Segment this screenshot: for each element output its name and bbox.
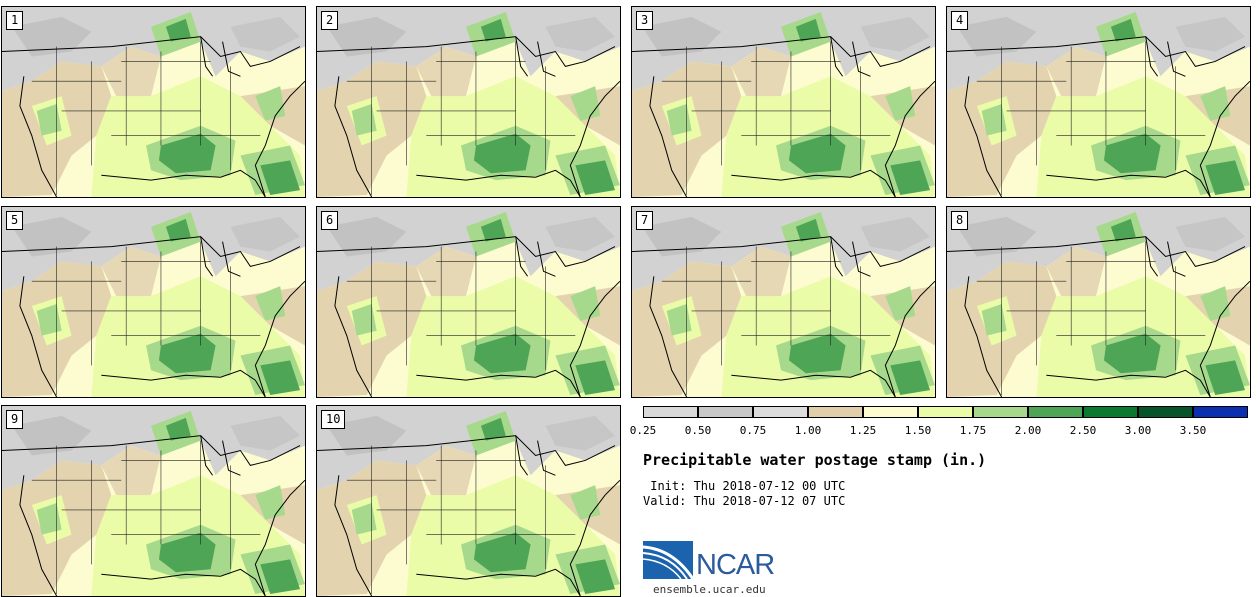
member-number-label: 9: [6, 410, 24, 429]
colorbar-swatch: [1193, 406, 1248, 418]
ensemble-url: ensemble.ucar.edu: [653, 583, 766, 596]
member-map-panel: 4: [946, 6, 1251, 198]
colorbar-tick-label: 0.50: [684, 424, 712, 437]
precip-water-map: [317, 207, 620, 397]
member-number-label: 5: [6, 211, 24, 230]
member-map-panel: 7: [631, 206, 936, 398]
colorbar-tick-label: 1.50: [904, 424, 932, 437]
precip-water-map: [2, 7, 305, 197]
colorbar-tick-label: 1.00: [794, 424, 822, 437]
colorbar-swatch: [1083, 406, 1138, 418]
member-map-panel: 8: [946, 206, 1251, 398]
ncar-logo-text: NCAR: [696, 549, 775, 581]
member-map-panel: 6: [316, 206, 621, 398]
member-map-panel: 10: [316, 405, 621, 597]
colorbar-swatch: [1028, 406, 1083, 418]
colorbar-swatch: [918, 406, 973, 418]
precip-water-map: [947, 207, 1250, 397]
colorbar-swatch: [698, 406, 753, 418]
colorbar-tick-label: 0.25: [629, 424, 657, 437]
member-number-label: 4: [951, 11, 969, 30]
member-number-label: 3: [636, 11, 654, 30]
colorbar-tick-label: 2.50: [1069, 424, 1097, 437]
precip-water-map: [317, 7, 620, 197]
member-number-label: 6: [321, 211, 339, 230]
colorbar-tick-label: 0.75: [739, 424, 767, 437]
ncar-logo-icon: [643, 541, 695, 580]
member-number-label: 2: [321, 11, 339, 30]
valid-time: Valid: Thu 2018-07-12 07 UTC: [643, 494, 846, 508]
colorbar-swatch: [1138, 406, 1193, 418]
precip-water-map: [317, 406, 620, 596]
colorbar-tick-label: 2.00: [1014, 424, 1042, 437]
colorbar-tick-label: 3.50: [1179, 424, 1207, 437]
member-map-panel: 1: [1, 6, 306, 198]
colorbar-tick-label: 1.75: [959, 424, 987, 437]
colorbar-swatch: [863, 406, 918, 418]
member-map-panel: 3: [631, 6, 936, 198]
member-map-panel: 2: [316, 6, 621, 198]
init-time: Init: Thu 2018-07-12 00 UTC: [643, 479, 846, 493]
colorbar-swatch: [643, 406, 698, 418]
colorbar-swatch: [808, 406, 863, 418]
colorbar-swatch: [973, 406, 1028, 418]
member-number-label: 8: [951, 211, 969, 230]
precip-water-map: [2, 406, 305, 596]
member-map-panel: 5: [1, 206, 306, 398]
member-number-label: 10: [321, 410, 346, 429]
precip-water-map: [947, 7, 1250, 197]
member-number-label: 7: [636, 211, 654, 230]
colorbar-tick-label: 3.00: [1124, 424, 1152, 437]
figure-title: Precipitable water postage stamp (in.): [643, 451, 987, 469]
member-map-panel: 9: [1, 405, 306, 597]
precip-water-map: [632, 7, 935, 197]
colorbar-swatch: [753, 406, 808, 418]
precip-water-map: [2, 207, 305, 397]
colorbar-tick-label: 1.25: [849, 424, 877, 437]
precip-water-map: [632, 207, 935, 397]
member-number-label: 1: [6, 11, 24, 30]
